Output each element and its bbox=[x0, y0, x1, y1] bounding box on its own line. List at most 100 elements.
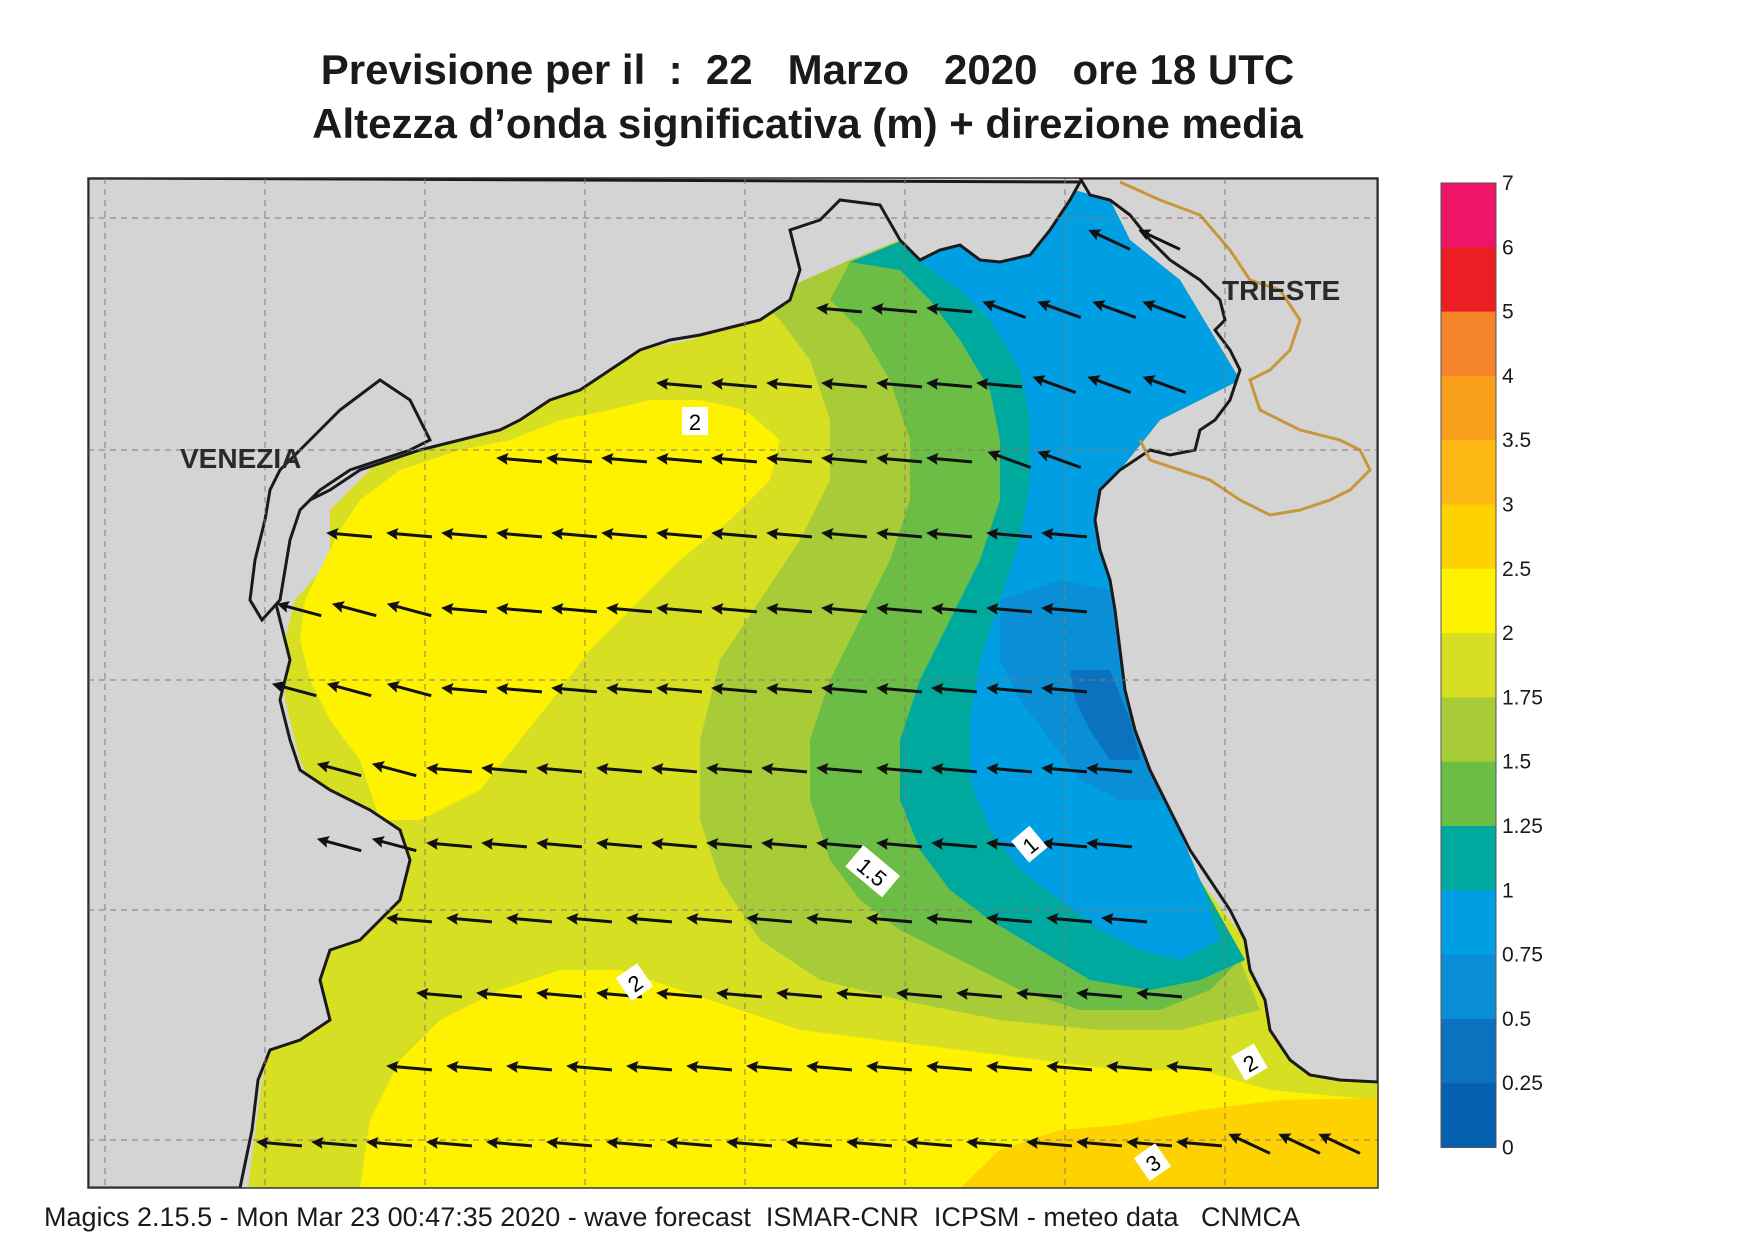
wave-direction-arrow bbox=[726, 1136, 773, 1149]
legend-tick-label: 0.25 bbox=[1502, 1072, 1543, 1095]
wave-direction-arrow bbox=[711, 527, 758, 540]
legend-swatch bbox=[1441, 183, 1496, 248]
wave-direction-arrow bbox=[506, 1060, 553, 1073]
wave-direction-arrow bbox=[316, 761, 362, 778]
wave-direction-arrow bbox=[256, 1136, 303, 1149]
sea-band-2-2.5 bbox=[300, 400, 780, 820]
wave-direction-arrow bbox=[906, 1136, 953, 1149]
wave-direction-arrow bbox=[601, 452, 648, 465]
wave-direction-arrow bbox=[481, 837, 528, 850]
wave-direction-arrow bbox=[601, 527, 648, 540]
wave-direction-arrow bbox=[931, 837, 978, 850]
wave-direction-arrow bbox=[986, 602, 1033, 615]
wave-direction-arrow bbox=[821, 377, 868, 390]
wave-direction-arrow bbox=[656, 377, 703, 390]
wave-direction-arrow bbox=[766, 527, 813, 540]
wave-direction-arrow bbox=[816, 302, 863, 315]
wave-direction-arrow bbox=[536, 837, 583, 850]
wave-direction-arrow bbox=[666, 1136, 713, 1149]
wave-direction-arrow bbox=[766, 377, 813, 390]
place-label-trieste: TRIESTE bbox=[1222, 275, 1340, 306]
legend-swatch bbox=[1441, 1018, 1496, 1084]
legend-tick-label: 1 bbox=[1502, 879, 1514, 902]
wave-direction-arrow bbox=[651, 837, 698, 850]
svg-text:2: 2 bbox=[689, 410, 701, 435]
legend-swatch bbox=[1441, 568, 1496, 634]
wave-direction-arrow bbox=[926, 452, 973, 465]
wave-direction-arrow bbox=[366, 1136, 413, 1149]
legend-tick-label: 7 bbox=[1502, 172, 1514, 195]
legend-swatch bbox=[1441, 761, 1496, 827]
wave-direction-arrow bbox=[386, 681, 432, 698]
wave-direction-arrow bbox=[426, 837, 473, 850]
wave-direction-arrow bbox=[566, 912, 613, 925]
wave-direction-arrow bbox=[1037, 450, 1082, 469]
wave-direction-arrow bbox=[326, 681, 372, 698]
wave-direction-arrow bbox=[606, 1136, 653, 1149]
wave-direction-arrow bbox=[546, 1136, 593, 1149]
wave-direction-arrow bbox=[371, 761, 417, 778]
wave-direction-arrow bbox=[551, 602, 598, 615]
wave-direction-arrow bbox=[766, 602, 813, 615]
wave-direction-arrow bbox=[1041, 682, 1088, 695]
legend-swatch bbox=[1441, 504, 1496, 570]
legend-swatch bbox=[1441, 311, 1496, 377]
wave-direction-arrow bbox=[276, 601, 322, 618]
wave-direction-arrow bbox=[651, 762, 698, 775]
place-label-venezia: VENEZIA bbox=[180, 443, 301, 474]
wave-direction-arrow bbox=[1041, 527, 1088, 540]
wave-direction-arrow bbox=[876, 452, 923, 465]
wave-direction-arrow bbox=[926, 302, 973, 315]
chart-title: Previsione per il : 22 Marzo 2020 ore 18… bbox=[320, 46, 1295, 93]
wave-direction-arrow bbox=[776, 987, 823, 1000]
wave-direction-arrow bbox=[931, 602, 978, 615]
wave-direction-arrow bbox=[496, 527, 543, 540]
wave-direction-arrow bbox=[416, 987, 463, 1000]
wave-direction-arrow bbox=[496, 682, 543, 695]
wave-direction-arrow bbox=[706, 837, 753, 850]
wave-direction-arrow bbox=[821, 602, 868, 615]
wave-direction-arrow bbox=[876, 377, 923, 390]
legend-tick-label: 1.75 bbox=[1502, 686, 1543, 709]
wave-direction-arrow bbox=[441, 527, 488, 540]
wave-direction-arrow bbox=[316, 836, 362, 853]
wave-direction-arrow bbox=[1016, 987, 1063, 1000]
wave-direction-arrow bbox=[1046, 1060, 1093, 1073]
footer-credits: Magics 2.15.5 - Mon Mar 23 00:47:35 2020… bbox=[44, 1202, 1300, 1232]
legend-swatch bbox=[1441, 697, 1496, 763]
wave-direction-arrow bbox=[1076, 1136, 1123, 1149]
legend-swatch bbox=[1441, 633, 1496, 698]
wave-direction-arrow bbox=[876, 762, 923, 775]
wave-direction-arrow bbox=[1041, 602, 1088, 615]
wave-direction-arrow bbox=[986, 762, 1033, 775]
wave-direction-arrow bbox=[441, 682, 488, 695]
wave-direction-arrow bbox=[1142, 375, 1187, 394]
land-masses bbox=[88, 178, 1378, 1188]
sea-band-0.75-1 bbox=[920, 182, 1240, 960]
legend-frame bbox=[1440, 182, 1497, 1148]
wave-direction-arrow bbox=[1088, 229, 1131, 251]
sea-band-2.5-3 bbox=[960, 1098, 1378, 1188]
wave-direction-arrow bbox=[1228, 1133, 1271, 1155]
wave-direction-arrow bbox=[371, 836, 417, 853]
venice-lagoon bbox=[248, 378, 433, 623]
wave-direction-arrow bbox=[871, 302, 918, 315]
legend-swatch bbox=[1441, 440, 1496, 505]
wave-direction-arrow bbox=[711, 452, 758, 465]
map-grid bbox=[88, 178, 1378, 1188]
legend-swatch bbox=[1441, 890, 1496, 956]
legend-swatch bbox=[1441, 247, 1496, 313]
wave-direction-arrow bbox=[821, 527, 868, 540]
wave-direction-arrow bbox=[816, 762, 863, 775]
wave-direction-arrow bbox=[326, 527, 373, 540]
wave-direction-arrow bbox=[806, 912, 853, 925]
wave-direction-arrow bbox=[846, 1136, 893, 1149]
wave-direction-arrow bbox=[1318, 1133, 1361, 1155]
legend-tick-label: 2.5 bbox=[1502, 558, 1531, 581]
wave-direction-arrow bbox=[931, 762, 978, 775]
wave-direction-arrow bbox=[496, 452, 543, 465]
wave-direction-arrow bbox=[486, 1136, 533, 1149]
legend-swatch bbox=[1441, 826, 1496, 891]
wave-direction-arrow bbox=[956, 987, 1003, 1000]
wave-direction-arrow bbox=[931, 682, 978, 695]
